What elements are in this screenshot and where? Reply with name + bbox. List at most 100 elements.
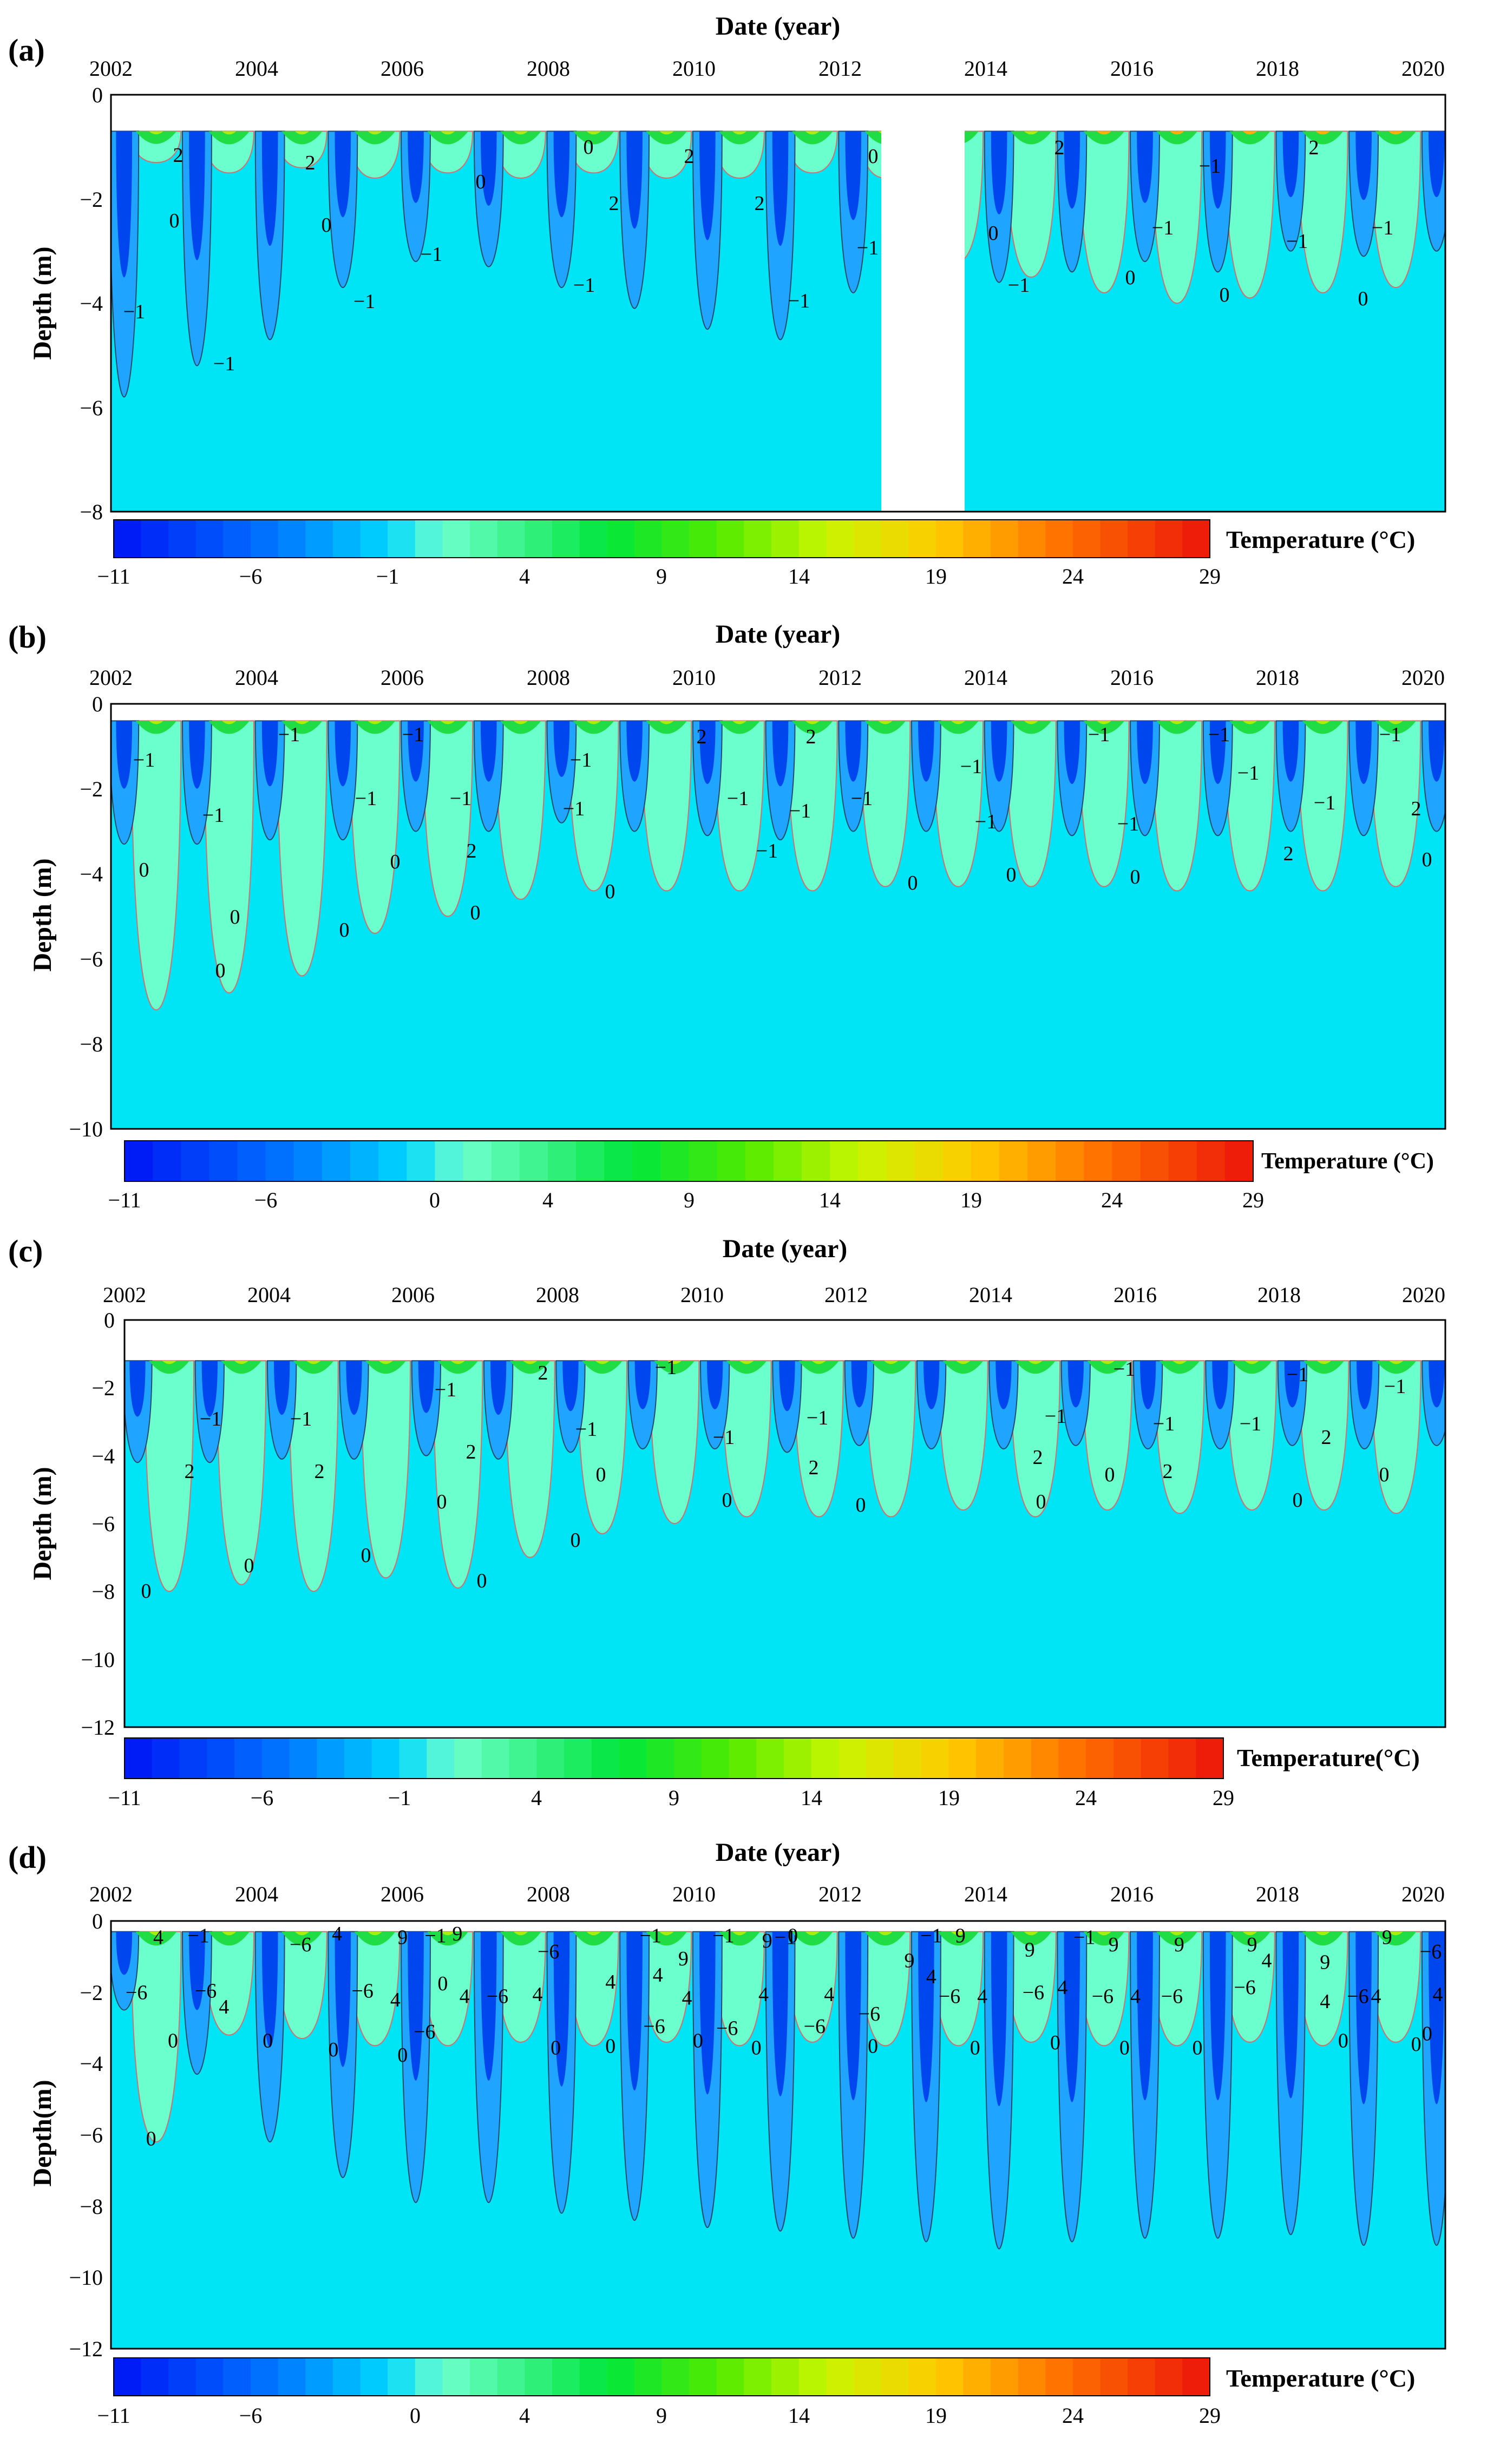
panel-d-contour-label: 9: [678, 1947, 689, 1970]
colorbar-cell: [607, 2358, 635, 2396]
panel-b-contour-label: −1: [402, 723, 424, 746]
cold-core: [1137, 1931, 1153, 2101]
panel-c-contour-label: −1: [1240, 1413, 1261, 1435]
thaw-lobe: [933, 720, 984, 887]
panel-b-thaw-lobes: [130, 720, 1445, 1011]
panel-b-contour-label: 0: [339, 919, 350, 942]
cold-core: [346, 1361, 362, 1415]
cold-core: [1282, 131, 1299, 198]
panel-c-contour-label: −1: [1113, 1358, 1135, 1381]
thaw-lobe: [1371, 1360, 1422, 1514]
panel-c-colorbar: −11 −6 −1 4 9 14 19 24 29 Temperature(°C…: [108, 1737, 1420, 1810]
colorbar-cell: [454, 1738, 482, 1779]
cold-core: [1137, 721, 1153, 784]
summer-cap: [500, 721, 541, 734]
panel-c-y-tick-m6: −6: [91, 1512, 115, 1536]
colorbar-cell: [914, 1141, 944, 1181]
thaw-lobe: [714, 720, 765, 892]
panel-c-cbar-tick: 19: [938, 1786, 960, 1810]
cold-core: [1429, 1361, 1445, 1408]
colorbar-cell: [646, 1738, 674, 1779]
panel-b-cbar-tick: 4: [542, 1188, 553, 1212]
panel-d-contour-label: 0: [1338, 2030, 1348, 2053]
colorbar-cell: [1100, 520, 1128, 558]
panel-a-contour-label: 2: [173, 144, 184, 167]
thaw-lobe: [130, 720, 182, 1011]
summer-peak: [513, 721, 528, 724]
cold-core: [1209, 1931, 1226, 2101]
panel-d-x-tick-2016: 2016: [1110, 1882, 1154, 1906]
summer-peak: [951, 721, 966, 724]
summer-cap: [798, 1361, 839, 1374]
panel-b-contour-label: −1: [1314, 792, 1335, 814]
panel-b-cbar-tick: 24: [1101, 1188, 1123, 1212]
cold-core: [772, 1931, 789, 2096]
panel-a-cbar-tick: 24: [1062, 564, 1084, 589]
colorbar-cell: [1031, 1738, 1059, 1779]
summer-peak: [883, 1361, 899, 1364]
colorbar-cell: [729, 1738, 757, 1779]
thaw-lobe: [288, 1360, 339, 1592]
summer-cap: [582, 1361, 623, 1374]
colorbar-cell: [579, 2358, 607, 2396]
cold-core: [851, 1361, 867, 1408]
thaw-lobe: [860, 720, 911, 887]
panel-c-cbar-tick: 9: [669, 1786, 679, 1810]
summer-peak: [732, 721, 747, 724]
panel-c-x-title: Date (year): [723, 1234, 848, 1263]
cold-core: [995, 1361, 1012, 1409]
thaw-lobe: [1006, 720, 1057, 887]
colorbar-cell: [261, 1738, 290, 1779]
summer-cap: [573, 1931, 614, 1946]
panel-d-air-band: [111, 1921, 1445, 1932]
summer-cap: [938, 1931, 979, 1946]
summer-peak: [1242, 1931, 1257, 1936]
panel-a-cbar-tick: 14: [788, 564, 810, 589]
colorbar-cell: [908, 2358, 936, 2396]
panel-d-contour-label: 9: [1382, 1926, 1392, 1949]
thaw-lobe: [1227, 1360, 1278, 1511]
panel-d-contour-label: 9: [955, 1924, 966, 1947]
panel-d-contour-label: 0: [168, 2030, 178, 2053]
cold-core: [1429, 131, 1445, 198]
colorbar-cell: [344, 1738, 372, 1779]
cold-core: [201, 1361, 218, 1417]
colorbar-cell: [552, 520, 580, 558]
panel-c-contour-label: 0: [1379, 1463, 1390, 1486]
colorbar-cell: [195, 2358, 224, 2396]
thaw-lobe: [1078, 720, 1130, 887]
panel-a-contour-label: −1: [857, 237, 879, 259]
cold-core: [626, 721, 643, 782]
summer-peak: [1388, 721, 1403, 724]
summer-peak: [368, 131, 382, 135]
colorbar-cell: [660, 1141, 690, 1181]
panel-d-contour-label: −6: [351, 1979, 373, 2002]
panel-d-contour-label: 0: [693, 2030, 703, 2053]
cold-core: [1209, 721, 1226, 784]
panel-a-y-tick-m8: −8: [80, 500, 103, 524]
summer-cap: [427, 1931, 469, 1946]
thaw-lobe: [866, 1360, 916, 1518]
panel-b-x-tick-2016: 2016: [1110, 665, 1154, 690]
cold-core: [490, 1361, 507, 1415]
summer-cap: [135, 131, 177, 144]
colorbar-cell: [350, 1141, 379, 1181]
panel-d-x-tick-2004: 2004: [235, 1882, 278, 1906]
panel-d-cbar-tick: 19: [925, 2403, 947, 2428]
panel-d-contour-label: −6: [290, 1933, 311, 1956]
panel-c-contour-label: −1: [435, 1378, 456, 1401]
panel-d-contour-label: −6: [804, 2015, 826, 2038]
colorbar-cell: [1128, 2358, 1156, 2396]
summer-cap: [500, 1931, 541, 1946]
panel-d-contour-label: 4: [682, 1987, 692, 2010]
panel-c-cold-lobes: [125, 1360, 1445, 1463]
summer-cap: [437, 1361, 479, 1374]
summer-cap: [293, 1361, 334, 1374]
colorbar-cell: [607, 520, 635, 558]
summer-peak: [1024, 131, 1039, 135]
summer-peak: [1242, 131, 1257, 135]
colorbar-cell: [289, 1738, 317, 1779]
panel-d-contour-label: −1: [640, 1924, 661, 1947]
panel-b-contour-label: 2: [1411, 798, 1422, 820]
summer-peak: [1315, 721, 1330, 724]
